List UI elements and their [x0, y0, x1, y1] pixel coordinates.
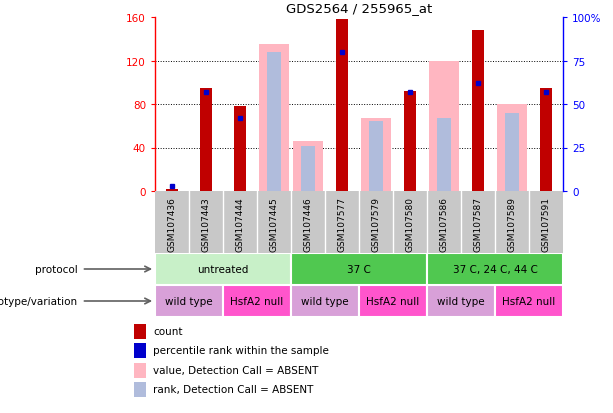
Text: HsfA2 null: HsfA2 null [503, 296, 555, 306]
Bar [427, 254, 563, 285]
Text: untreated: untreated [197, 264, 249, 274]
Bar [155, 254, 291, 285]
Text: percentile rank within the sample: percentile rank within the sample [153, 346, 329, 356]
Text: GSM107591: GSM107591 [541, 197, 550, 252]
Bar [404, 92, 416, 192]
Bar [291, 285, 359, 317]
Text: wild type: wild type [165, 296, 213, 306]
Bar [134, 363, 146, 377]
Text: genotype/variation: genotype/variation [0, 296, 77, 306]
Bar [370, 122, 383, 192]
Bar [438, 119, 451, 192]
Text: GSM107444: GSM107444 [235, 197, 245, 251]
Bar [497, 105, 527, 192]
Bar [427, 285, 495, 317]
Bar [291, 254, 427, 285]
Bar [267, 53, 281, 192]
Text: count: count [153, 326, 183, 336]
Bar [259, 45, 289, 192]
Text: GSM107577: GSM107577 [338, 197, 346, 252]
Text: GSM107586: GSM107586 [440, 197, 449, 252]
Text: HsfA2 null: HsfA2 null [230, 296, 284, 306]
Text: GSM107445: GSM107445 [270, 197, 278, 251]
Bar [359, 285, 427, 317]
Text: protocol: protocol [35, 264, 77, 274]
Bar [234, 107, 246, 192]
Bar [134, 343, 146, 358]
Text: wild type: wild type [301, 296, 349, 306]
Bar [495, 285, 563, 317]
Bar [155, 285, 223, 317]
Bar [540, 88, 552, 192]
Title: GDS2564 / 255965_at: GDS2564 / 255965_at [286, 2, 432, 15]
Bar [166, 190, 178, 192]
Text: 37 C, 24 C, 44 C: 37 C, 24 C, 44 C [452, 264, 538, 274]
Text: GSM107589: GSM107589 [508, 197, 517, 252]
Text: rank, Detection Call = ABSENT: rank, Detection Call = ABSENT [153, 385, 313, 394]
Bar [472, 31, 484, 192]
Text: wild type: wild type [437, 296, 485, 306]
Text: GSM107579: GSM107579 [371, 197, 381, 252]
Bar [293, 142, 323, 192]
Bar [200, 88, 212, 192]
Bar [223, 285, 291, 317]
Text: HsfA2 null: HsfA2 null [367, 296, 420, 306]
Text: value, Detection Call = ABSENT: value, Detection Call = ABSENT [153, 365, 319, 375]
Bar [361, 119, 391, 192]
Text: GSM107443: GSM107443 [202, 197, 210, 251]
Text: 37 C: 37 C [347, 264, 371, 274]
Bar [336, 20, 348, 192]
Text: GSM107436: GSM107436 [167, 197, 177, 251]
Bar [134, 324, 146, 339]
Bar [506, 114, 519, 192]
Bar [134, 382, 146, 397]
Text: GSM107446: GSM107446 [303, 197, 313, 251]
Bar [302, 146, 314, 192]
Text: GSM107580: GSM107580 [406, 197, 414, 252]
Text: GSM107587: GSM107587 [473, 197, 482, 252]
Bar [429, 62, 459, 192]
